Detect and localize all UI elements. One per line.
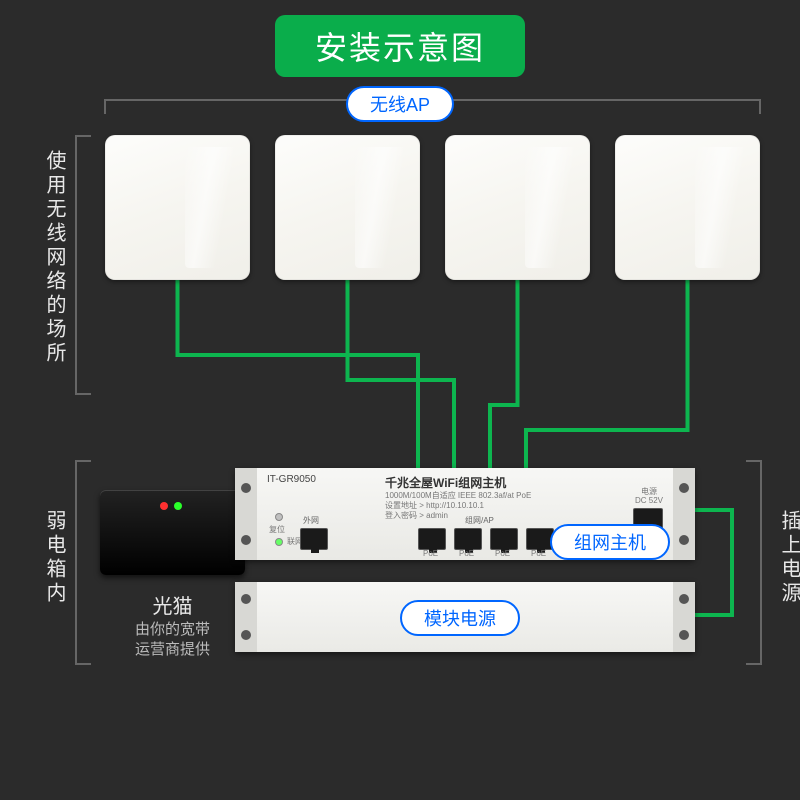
lan-port-2 xyxy=(454,528,482,550)
lan-port-3 xyxy=(490,528,518,550)
router-sub3: 登入密码 > admin xyxy=(385,510,448,521)
router-title: 千兆全屋WiFi组网主机 xyxy=(385,474,506,491)
dc-voltage: DC 52V xyxy=(635,496,663,505)
ap-panel-3 xyxy=(445,135,590,280)
reset-button xyxy=(275,513,283,521)
wan-port xyxy=(300,528,328,550)
router-model: IT-GR9050 xyxy=(267,474,316,485)
poe-3: PoE xyxy=(495,549,510,558)
wireless-ap-label: 无线AP xyxy=(346,86,454,122)
lan-port-1 xyxy=(418,528,446,550)
reset-label: 复位 xyxy=(269,524,285,535)
ap-panel-1 xyxy=(105,135,250,280)
poe-4: PoE xyxy=(531,549,546,558)
ap-panel-4 xyxy=(615,135,760,280)
wan-port-label: 外网 xyxy=(303,515,319,526)
lan-group-label: 组网/AP xyxy=(465,515,494,526)
ap-panel-2 xyxy=(275,135,420,280)
net-led xyxy=(275,538,283,546)
main-host-label: 组网主机 xyxy=(550,524,670,560)
poe-2: PoE xyxy=(459,549,474,558)
psu-label: 模块电源 xyxy=(400,600,520,636)
poe-1: PoE xyxy=(423,549,438,558)
modem-device xyxy=(100,490,245,575)
